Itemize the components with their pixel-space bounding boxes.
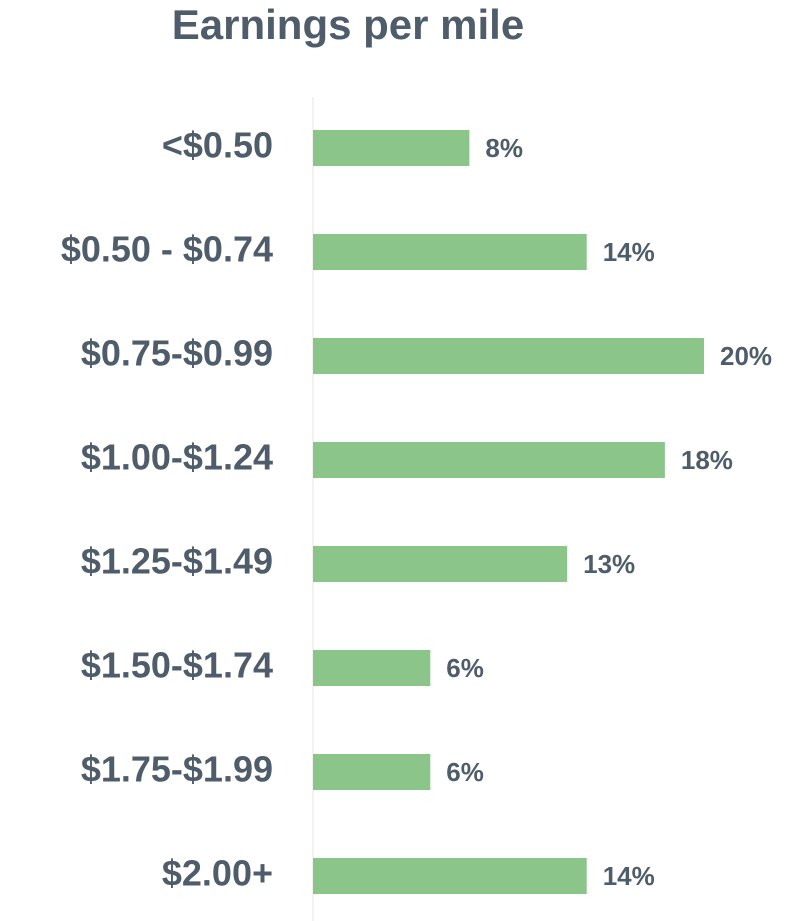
data-label: 14% xyxy=(603,237,655,267)
data-label: 18% xyxy=(681,445,733,475)
category-label: $1.00-$1.24 xyxy=(81,437,273,478)
bar xyxy=(313,754,431,790)
category-label: $0.75-$0.99 xyxy=(81,333,273,374)
bar xyxy=(313,442,665,478)
data-label: 14% xyxy=(603,861,655,891)
category-label: $1.75-$1.99 xyxy=(81,749,273,790)
category-label: $0.50 - $0.74 xyxy=(61,229,273,270)
category-label: <$0.50 xyxy=(162,125,273,166)
bar xyxy=(313,234,587,270)
category-label: $1.50-$1.74 xyxy=(81,645,273,686)
bar xyxy=(313,546,568,582)
bar xyxy=(313,858,587,894)
data-label: 6% xyxy=(446,653,484,683)
data-label: 13% xyxy=(583,549,635,579)
data-label: 8% xyxy=(485,133,523,163)
bar xyxy=(313,650,431,686)
chart-title: Earnings per mile xyxy=(172,1,524,48)
category-label: $2.00+ xyxy=(162,853,273,894)
bar xyxy=(313,130,470,166)
data-label: 6% xyxy=(446,757,484,787)
bar xyxy=(313,338,704,374)
category-label: $1.25-$1.49 xyxy=(81,541,273,582)
data-label: 20% xyxy=(720,341,772,371)
